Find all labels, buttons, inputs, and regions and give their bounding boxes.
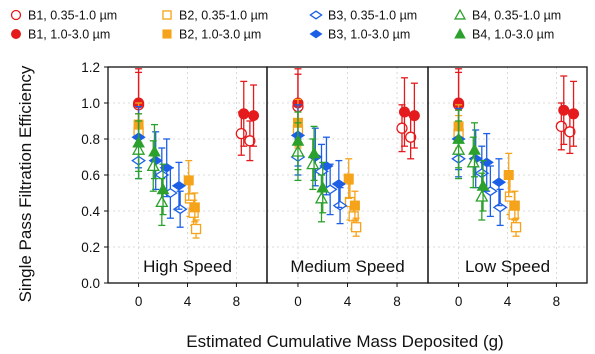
legend-item-b4-large: B4, 1.0-3.0 µm <box>454 28 554 42</box>
y-tick-label: 0.8 <box>81 132 100 147</box>
data-point-b1-small <box>235 127 247 140</box>
panel-label-3: Low Speed <box>465 257 550 276</box>
data-point-b1-large <box>238 108 250 120</box>
x-tick-label: 8 <box>553 294 561 309</box>
legend-label-b4-small: B4, 0.35-1.0 µm <box>472 9 561 23</box>
data-point-b4-large <box>148 145 161 157</box>
data-point-b3-large <box>331 179 346 189</box>
series-b1-large-panel-3 <box>453 68 580 147</box>
series-b4-large-panel-2 <box>291 111 330 214</box>
data-point-b4-large <box>468 143 481 155</box>
data-point-b4-large <box>316 181 330 193</box>
data-point-b2-large <box>503 170 514 180</box>
data-point-b2-large <box>509 200 520 211</box>
legend-marker-b4-small <box>453 8 467 20</box>
data-point-b4-large <box>307 146 321 159</box>
data-point-b4-large <box>291 134 305 146</box>
panel-frame-3 <box>427 66 588 284</box>
data-point-b2-large <box>183 175 194 186</box>
data-point-b2-large <box>343 173 354 184</box>
legend-label-b1-small: B1, 0.35-1.0 µm <box>28 9 117 23</box>
legend-marker-b1-small <box>10 9 22 21</box>
data-point-b1-small <box>564 126 576 138</box>
data-point-b2-small <box>351 222 362 233</box>
y-tick-label: 0.0 <box>81 276 100 291</box>
data-point-b2-large <box>349 200 360 211</box>
panel-label-2: Medium Speed <box>290 257 404 276</box>
data-point-b2-small <box>510 222 522 233</box>
data-point-b4-small <box>314 191 329 204</box>
legend-marker-b3-small <box>309 10 323 20</box>
legend: B1, 0.35-1.0 µm B1, 1.0-3.0 µm B2, 0.35-1.… <box>10 8 561 42</box>
legend-label-b3-large: B3, 1.0-3.0 µm <box>328 28 410 42</box>
legend-label-b2-small: B2, 0.35-1.0 µm <box>179 9 268 23</box>
y-tick-label: 1.2 <box>81 60 100 75</box>
data-point-b4-large <box>452 132 465 144</box>
x-tick-label: 8 <box>393 294 401 309</box>
data-point-b4-large <box>132 136 145 148</box>
x-tick-label: 4 <box>504 294 512 309</box>
legend-item-b1-small: B1, 0.35-1.0 µm <box>10 9 117 23</box>
legend-marker-b2-small <box>162 10 172 20</box>
axes: High Speed 0 4 8 Medium Speed 0 4 8 Low Speed 0 4 8… <box>81 60 588 309</box>
data-point-b4-small <box>466 155 480 168</box>
data-point-b4-large <box>476 179 490 191</box>
x-tick-label: 4 <box>184 294 192 309</box>
data-point-b3-small <box>332 200 348 211</box>
x-tick-label: 0 <box>135 294 143 309</box>
series-b1-large-panel-2 <box>292 68 420 149</box>
legend-item-b2-small: B2, 0.35-1.0 µm <box>162 9 268 23</box>
data-point-b2-small <box>348 211 359 222</box>
x-axis-title: Estimated Cumulative Mass Deposited (g) <box>186 332 503 351</box>
x-tick-label: 4 <box>344 294 352 309</box>
data-point-b1-small <box>405 131 417 143</box>
x-tick-label: 0 <box>294 294 302 309</box>
y-tick-label: 0.6 <box>81 168 100 183</box>
data-point-b3-large <box>171 180 187 191</box>
plot-area <box>131 68 580 239</box>
legend-marker-b2-large <box>162 29 172 39</box>
legend-marker-b3-large <box>309 29 323 39</box>
x-tick-label: 8 <box>233 294 241 309</box>
data-point-b1-large <box>558 104 570 116</box>
data-point-b4-small <box>475 189 489 202</box>
data-point-b2-large <box>189 202 200 213</box>
data-point-b4-large <box>156 182 170 195</box>
legend-marker-b4-large <box>454 28 466 39</box>
y-tick-label: 0.4 <box>81 204 100 219</box>
legend-item-b1-large: B1, 1.0-3.0 µm <box>11 28 110 42</box>
series-b1-small-panel-2 <box>292 73 417 160</box>
data-point-b3-small <box>492 202 508 213</box>
panel-label-1: High Speed <box>143 257 232 276</box>
data-point-b1-large <box>568 108 580 120</box>
data-point-b4-small <box>146 159 160 172</box>
legend-label-b3-small: B3, 0.35-1.0 µm <box>328 9 417 23</box>
data-point-b1-large <box>398 106 410 118</box>
y-tick-label: 0.2 <box>81 240 100 255</box>
data-point-b1-small <box>244 135 256 147</box>
data-point-b2-small <box>190 223 202 235</box>
y-tick-label: 1.0 <box>81 96 100 111</box>
legend-label-b4-large: B4, 1.0-3.0 µm <box>472 28 554 42</box>
legend-item-b3-large: B3, 1.0-3.0 µm <box>309 28 410 42</box>
data-point-b3-large <box>491 177 507 188</box>
legend-label-b2-large: B2, 1.0-3.0 µm <box>179 28 261 42</box>
data-point-b4-small <box>155 195 169 208</box>
legend-item-b4-small: B4, 0.35-1.0 µm <box>453 8 561 23</box>
x-tick-label: 0 <box>455 294 463 309</box>
series-b4-large-panel-1 <box>132 113 170 216</box>
data-point-b1-large <box>408 110 420 122</box>
series-b4-large-panel-3 <box>452 109 490 212</box>
data-point-b4-small <box>306 157 320 170</box>
data-point-b1-small <box>396 122 408 134</box>
legend-label-b1-large: B1, 1.0-3.0 µm <box>28 28 110 42</box>
data-point-b1-large <box>248 110 260 122</box>
y-axis-title: Single Pass Filtration Efficiency <box>16 65 35 302</box>
legend-item-b3-small: B3, 0.35-1.0 µm <box>309 9 417 23</box>
legend-marker-b1-large <box>11 29 21 39</box>
legend-item-b2-large: B2, 1.0-3.0 µm <box>162 28 261 42</box>
